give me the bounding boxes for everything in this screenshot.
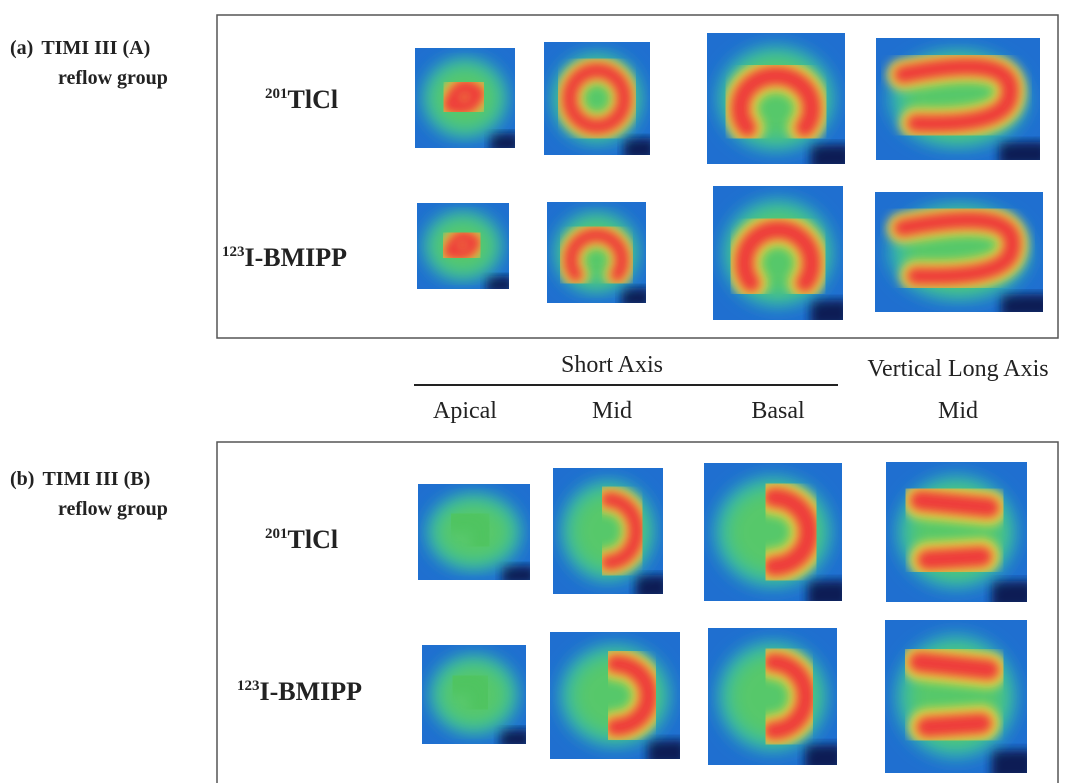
scan-image <box>875 192 1051 318</box>
scan-corner <box>992 581 1034 609</box>
scan-corner <box>500 729 531 749</box>
scan-image <box>713 186 850 327</box>
column-label: Mid <box>592 398 632 424</box>
panel-b-label: (b)TIMI III (B) <box>10 468 150 490</box>
scan-image <box>415 48 520 153</box>
scan-image <box>418 484 536 585</box>
scan-image <box>704 463 849 608</box>
scan-image <box>553 468 669 600</box>
figure: (a)TIMI III (A) reflow group 201TlCl 123… <box>0 0 1075 783</box>
scan-corner <box>621 288 651 308</box>
tracer-label: 201TlCl <box>265 525 338 554</box>
vla-label: Vertical Long Axis <box>867 356 1048 382</box>
scan-corner <box>648 740 687 765</box>
panel-a-subtitle: reflow group <box>58 67 168 89</box>
scan-image <box>422 645 531 749</box>
panel-a-label: (a)TIMI III (A) <box>10 37 150 59</box>
scan-image <box>708 628 843 772</box>
tracer-label: 123I-BMIPP <box>237 677 362 706</box>
scan-corner <box>992 750 1035 781</box>
scan-corner <box>811 300 850 327</box>
tracer-label: 123I-BMIPP <box>222 243 347 272</box>
scan-corner <box>490 133 520 153</box>
scan-image <box>707 33 852 171</box>
scan-image <box>550 632 687 765</box>
scan-image <box>885 620 1034 781</box>
scan-corner <box>486 276 514 293</box>
scan-corner <box>811 144 852 170</box>
scan-image <box>544 42 655 161</box>
column-label: Apical <box>433 398 497 424</box>
scan-image <box>547 202 651 308</box>
column-label: Basal <box>751 398 805 424</box>
scan-corner <box>805 744 844 771</box>
scan-corner <box>502 566 536 585</box>
scan-corner <box>624 138 656 161</box>
tracer-label: 201TlCl <box>265 85 338 114</box>
scan-corner <box>636 575 669 600</box>
panel-b-subtitle: reflow group <box>58 498 168 520</box>
scan-corner <box>999 142 1048 166</box>
scan-corner <box>808 580 849 608</box>
short-axis-label: Short Axis <box>561 352 663 378</box>
scan-image <box>886 462 1034 609</box>
scan-image <box>417 203 514 293</box>
scan-corner <box>1001 294 1051 318</box>
scan-image <box>876 38 1048 166</box>
column-label: Mid <box>938 398 978 424</box>
